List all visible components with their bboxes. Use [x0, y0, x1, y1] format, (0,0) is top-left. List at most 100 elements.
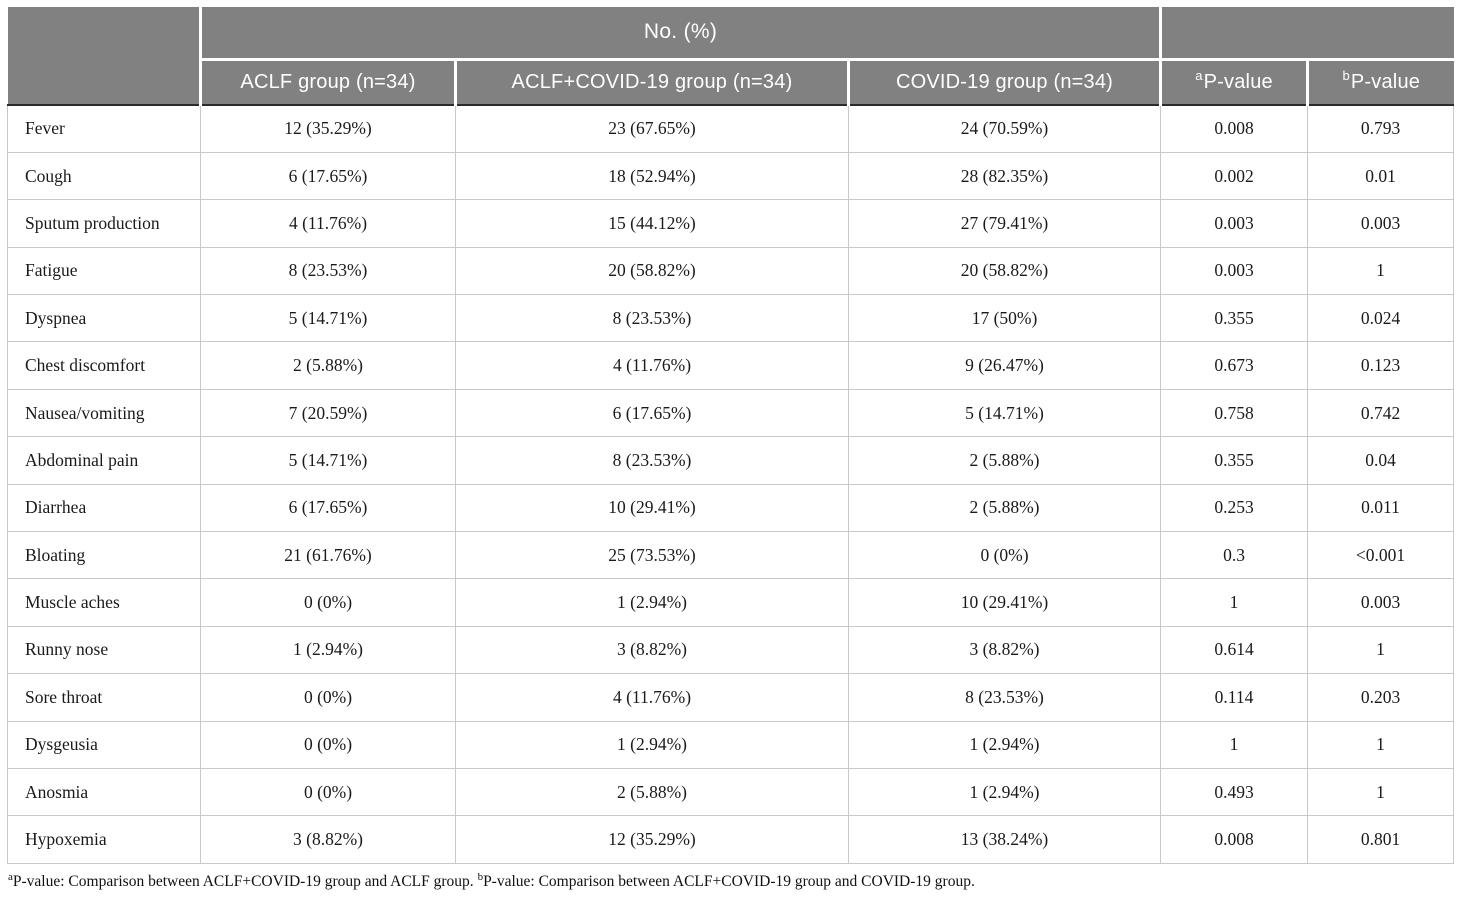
superscript-a: a	[1195, 68, 1203, 84]
aclf-group-value: 8 (23.53%)	[200, 246, 456, 296]
p-value-a-cell: 0.3	[1160, 531, 1309, 580]
symptom-label: Abdominal pain	[7, 436, 201, 485]
symptom-label: Muscle aches	[7, 578, 201, 627]
symptom-label: Bloating	[7, 531, 201, 580]
aclf-group-value: 6 (17.65%)	[200, 151, 456, 201]
symptom-label: Cough	[7, 151, 201, 201]
symptoms-comparison-table: No. (%) ACLF group (n=34) ACLF+COVID-19 …	[7, 7, 1455, 864]
p-value-b-cell: 0.011	[1307, 483, 1455, 533]
footnote-superscript-b: b	[477, 870, 484, 883]
p-value-a-label: P-value	[1203, 70, 1273, 93]
covid-group-value: 27 (79.41%)	[847, 199, 1162, 248]
p-value-b-cell: 1	[1307, 720, 1455, 769]
table-row: Chest discomfort 2 (5.88%) 4 (11.76%) 9 …	[7, 341, 1455, 390]
p-value-b-cell: 0.123	[1307, 341, 1455, 390]
table-row: Dyspnea 5 (14.71%) 8 (23.53%) 17 (50%) 0…	[7, 294, 1455, 343]
aclf-group-value: 3 (8.82%)	[200, 815, 456, 864]
covid-group-value: 24 (70.59%)	[847, 103, 1162, 153]
aclf-covid-group-value: 4 (11.76%)	[455, 341, 849, 390]
table-row: Sputum production 4 (11.76%) 15 (44.12%)…	[7, 199, 1455, 248]
p-value-a-cell: 0.493	[1160, 767, 1309, 817]
aclf-group-value: 4 (11.76%)	[200, 199, 456, 248]
table-row: Runny nose 1 (2.94%) 3 (8.82%) 3 (8.82%)…	[7, 625, 1455, 675]
table-row: Bloating 21 (61.76%) 25 (73.53%) 0 (0%) …	[7, 531, 1455, 580]
symptom-label: Fatigue	[7, 246, 201, 296]
p-value-a-cell: 0.758	[1160, 388, 1309, 438]
p-value-b-cell: 0.793	[1307, 103, 1455, 153]
aclf-group-value: 5 (14.71%)	[200, 294, 456, 343]
p-value-a-cell: 0.008	[1160, 815, 1309, 864]
header-row-group: No. (%)	[7, 7, 1454, 106]
aclf-group-value: 0 (0%)	[200, 578, 456, 627]
aclf-group-value: 6 (17.65%)	[200, 483, 456, 533]
aclf-group-value: 5 (14.71%)	[200, 436, 456, 485]
covid-group-value: 13 (38.24%)	[847, 815, 1162, 864]
p-value-b-cell: 0.003	[1307, 199, 1455, 248]
covid-group-value: 2 (5.88%)	[847, 436, 1162, 485]
symptom-label: Sputum production	[7, 199, 201, 248]
symptom-label: Dysgeusia	[7, 720, 201, 769]
aclf-covid-group-value: 2 (5.88%)	[455, 767, 849, 817]
p-value-b-label: P-value	[1350, 70, 1421, 93]
aclf-covid-group-value: 20 (58.82%)	[455, 246, 849, 296]
p-value-b-cell: 0.203	[1307, 673, 1455, 722]
table-row: Cough 6 (17.65%) 18 (52.94%) 28 (82.35%)…	[7, 151, 1455, 201]
aclf-covid-group-value: 15 (44.12%)	[455, 199, 849, 248]
footnote-text-a: P-value: Comparison between ACLF+COVID-1…	[12, 872, 478, 890]
symptom-label: Anosmia	[7, 767, 201, 817]
aclf-covid-group-value: 6 (17.65%)	[455, 388, 849, 438]
p-value-b-cell: 0.801	[1307, 815, 1455, 864]
aclf-covid-group-value: 8 (23.53%)	[455, 294, 849, 343]
table-row: Fever 12 (35.29%) 23 (67.65%) 24 (70.59%…	[7, 103, 1455, 153]
p-value-a-cell: 0.355	[1160, 294, 1309, 343]
footnote-text-b: P-value: Comparison between ACLF+COVID-1…	[483, 872, 975, 890]
p-value-a-cell: 0.003	[1160, 246, 1309, 296]
aclf-covid-group-value: 12 (35.29%)	[455, 815, 849, 864]
symptom-label: Chest discomfort	[7, 341, 201, 390]
table-body: Fever 12 (35.29%) 23 (67.65%) 24 (70.59%…	[7, 103, 1455, 864]
p-value-a-cell: 0.673	[1160, 341, 1309, 390]
covid-group-value: 20 (58.82%)	[847, 246, 1162, 296]
p-value-a-cell: 0.114	[1160, 673, 1309, 722]
symptom-label: Diarrhea	[7, 483, 201, 533]
p-value-a-cell: 1	[1160, 578, 1309, 627]
col-header-covid-group: COVID-19 group (n=34)	[846, 59, 1163, 106]
table-row: Nausea/vomiting 7 (20.59%) 6 (17.65%) 5 …	[7, 388, 1455, 438]
symptom-label: Nausea/vomiting	[7, 388, 201, 438]
table-row: Diarrhea 6 (17.65%) 10 (29.41%) 2 (5.88%…	[7, 483, 1455, 533]
p-value-b-cell: 0.003	[1307, 578, 1455, 627]
table-row: Dysgeusia 0 (0%) 1 (2.94%) 1 (2.94%) 1 1	[7, 720, 1455, 769]
aclf-covid-group-value: 3 (8.82%)	[455, 625, 849, 675]
aclf-covid-group-value: 8 (23.53%)	[455, 436, 849, 485]
covid-group-value: 10 (29.41%)	[847, 578, 1162, 627]
col-header-p-value-a: aP-value	[1159, 59, 1310, 106]
p-value-a-cell: 0.003	[1160, 199, 1309, 248]
aclf-group-value: 0 (0%)	[200, 673, 456, 722]
aclf-group-value: 1 (2.94%)	[200, 625, 456, 675]
col-header-p-value-b: bP-value	[1306, 59, 1454, 106]
table-row: Anosmia 0 (0%) 2 (5.88%) 1 (2.94%) 0.493…	[7, 767, 1455, 817]
table-row: Abdominal pain 5 (14.71%) 8 (23.53%) 2 (…	[7, 436, 1455, 485]
aclf-group-value: 12 (35.29%)	[200, 103, 456, 153]
covid-group-value: 3 (8.82%)	[847, 625, 1162, 675]
table-row: Hypoxemia 3 (8.82%) 12 (35.29%) 13 (38.2…	[7, 815, 1455, 864]
aclf-covid-group-value: 10 (29.41%)	[455, 483, 849, 533]
symptom-label: Hypoxemia	[7, 815, 201, 864]
symptom-label: Dyspnea	[7, 294, 201, 343]
aclf-group-value: 2 (5.88%)	[200, 341, 456, 390]
table-row: Fatigue 8 (23.53%) 20 (58.82%) 20 (58.82…	[7, 246, 1455, 296]
aclf-covid-group-value: 25 (73.53%)	[455, 531, 849, 580]
footnote-part-b: bP-value: Comparison between ACLF+COVID-…	[477, 870, 975, 890]
covid-group-value: 9 (26.47%)	[847, 341, 1162, 390]
covid-group-value: 2 (5.88%)	[847, 483, 1162, 533]
header-row-columns: ACLF group (n=34) ACLF+COVID-19 group (n…	[8, 59, 1454, 106]
p-value-b-cell: <0.001	[1307, 531, 1455, 580]
covid-group-value: 0 (0%)	[847, 531, 1162, 580]
aclf-covid-group-value: 23 (67.65%)	[455, 103, 849, 153]
table-footnote: aP-value: Comparison between ACLF+COVID-…	[7, 864, 1453, 891]
p-value-a-cell: 0.002	[1160, 151, 1309, 201]
aclf-covid-group-value: 4 (11.76%)	[455, 673, 849, 722]
covid-group-value: 1 (2.94%)	[847, 767, 1162, 817]
footnote-superscript-a: a	[8, 870, 13, 883]
